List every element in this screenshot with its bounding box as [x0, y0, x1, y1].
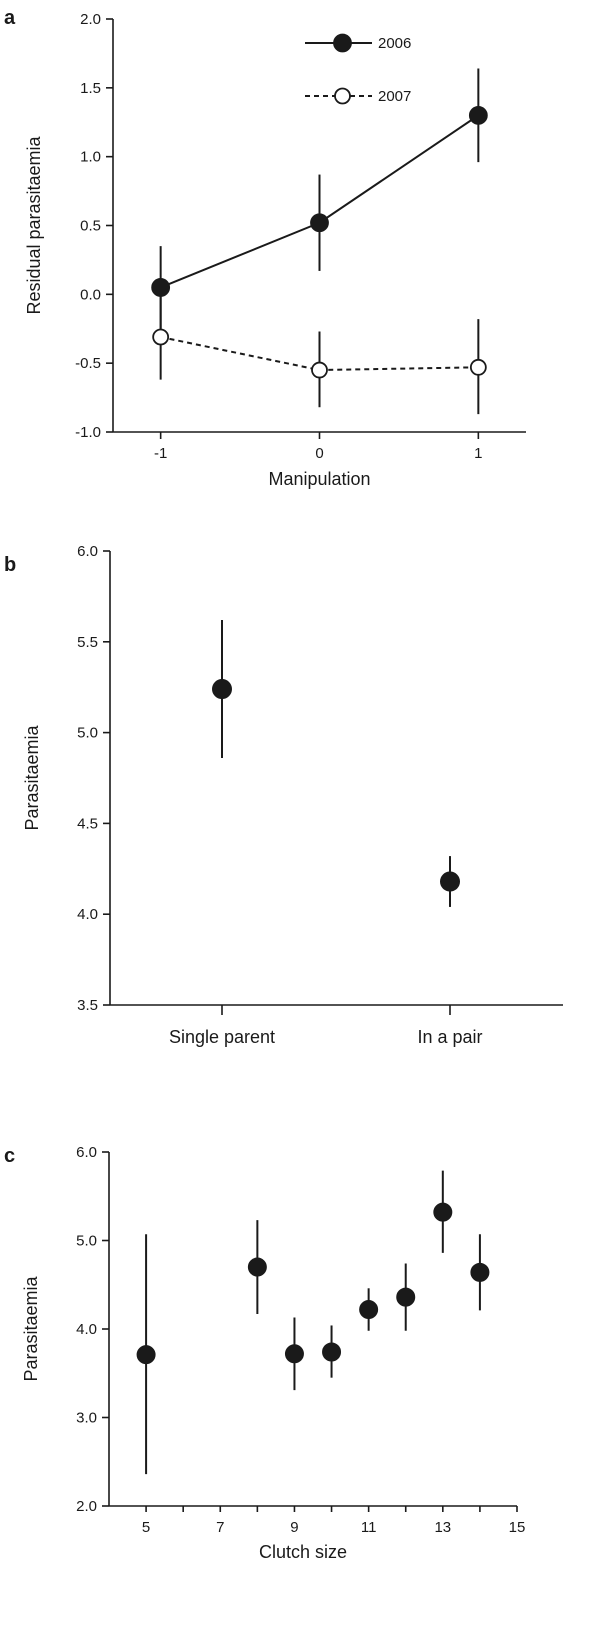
x-category-label: In a pair: [417, 1027, 482, 1047]
legend-marker-2007: [334, 87, 351, 105]
x-category-label: Single parent: [169, 1027, 275, 1047]
x-tick-label: 5: [142, 1519, 150, 1536]
data-point: [359, 1300, 379, 1320]
x-tick-label: 15: [509, 1519, 526, 1536]
y-tick-label: 2.0: [76, 1498, 97, 1515]
y-tick-label: 3.0: [76, 1410, 97, 1427]
x-tick-label: 1: [474, 445, 482, 462]
x-tick-label: 0: [315, 445, 323, 462]
y-tick-label: 0.0: [80, 286, 101, 303]
data-point: [322, 1342, 342, 1362]
y-tick-label: 0.5: [80, 218, 101, 235]
x-tick-label: 13: [434, 1519, 451, 1536]
legend-marker-2006: [333, 33, 352, 53]
y-axis-label: Parasitaemia: [21, 1275, 41, 1381]
data-point-2006: [151, 278, 171, 297]
y-axis-label: Parasitaemia: [22, 724, 42, 830]
y-tick-label: -1.0: [75, 424, 101, 441]
data-point: [284, 1344, 304, 1364]
y-tick-label: -0.5: [75, 355, 101, 372]
data-point-2007: [469, 358, 487, 376]
data-point: [440, 871, 460, 892]
panel-c-letter: c: [4, 1145, 15, 1167]
y-axis-label: Residual parasitaemia: [24, 135, 44, 314]
y-tick-label: 5.5: [77, 634, 98, 651]
y-tick-label: 4.0: [76, 1321, 97, 1338]
x-tick-label: -1: [154, 445, 167, 462]
y-tick-label: 6.0: [76, 1144, 97, 1161]
data-point: [212, 679, 232, 700]
data-point-2007: [152, 328, 170, 346]
data-point-2006: [468, 105, 488, 125]
y-tick-label: 2.0: [80, 11, 101, 28]
y-tick-label: 1.5: [80, 80, 101, 97]
data-point: [396, 1287, 416, 1307]
y-tick-label: 4.0: [77, 906, 98, 923]
x-axis-label: Clutch size: [259, 1542, 347, 1562]
panel-b-letter: b: [4, 554, 16, 576]
y-tick-label: 5.0: [76, 1233, 97, 1250]
y-tick-label: 3.5: [77, 997, 98, 1014]
data-point: [136, 1345, 156, 1365]
legend-label-2007: 2007: [378, 88, 411, 105]
x-tick-label: 11: [361, 1519, 377, 1536]
legend-label-2006: 2006: [378, 35, 411, 52]
x-tick-label: 7: [216, 1519, 224, 1536]
data-point: [433, 1202, 453, 1222]
y-tick-label: 5.0: [77, 725, 98, 742]
x-axis-label: Manipulation: [268, 469, 370, 489]
data-point-2007: [311, 361, 328, 379]
data-point: [247, 1257, 267, 1277]
data-point: [470, 1262, 490, 1282]
panel-a-letter: a: [4, 7, 16, 29]
y-tick-label: 6.0: [77, 543, 98, 560]
data-point-2006: [310, 213, 329, 233]
y-tick-label: 1.0: [80, 149, 101, 166]
x-tick-label: 9: [290, 1519, 298, 1536]
y-tick-label: 4.5: [77, 815, 98, 832]
